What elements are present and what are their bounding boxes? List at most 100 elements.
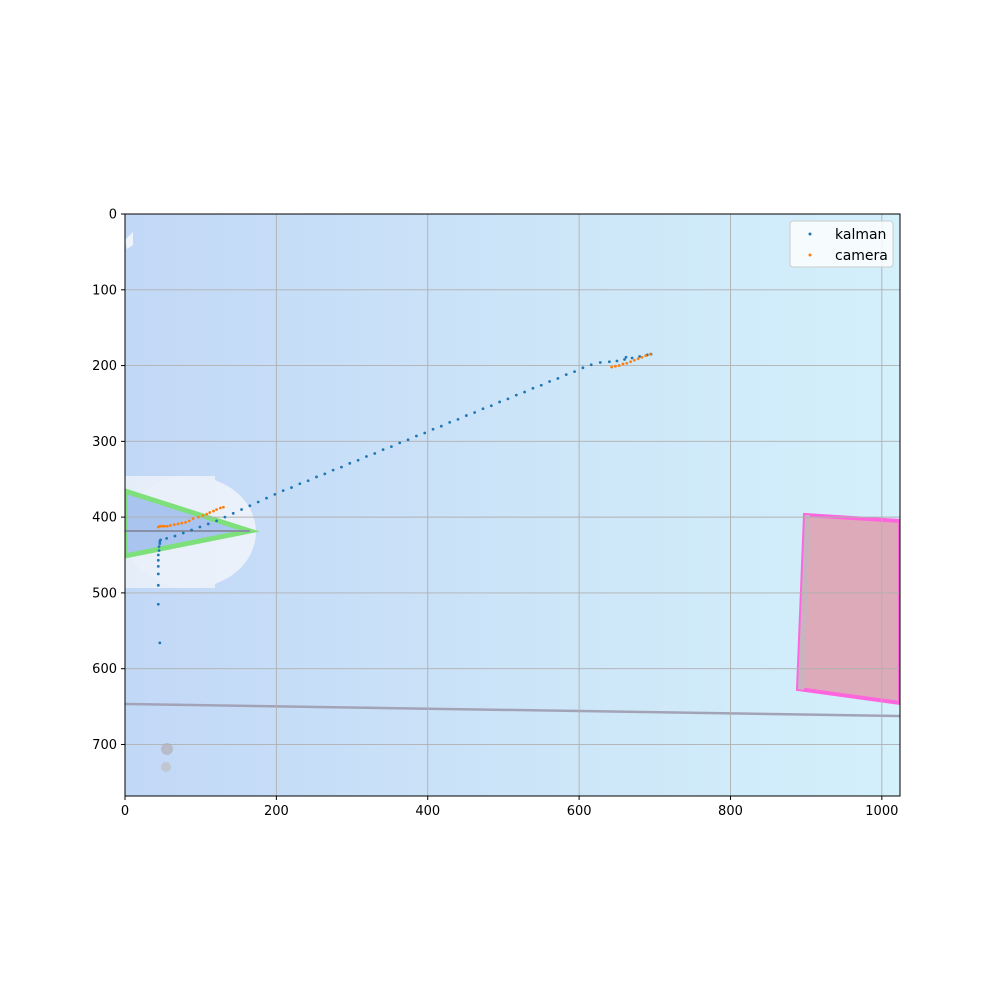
kalman-point [223,515,227,519]
kalman-point [256,500,260,504]
camera-point [169,524,172,527]
kalman-point [156,572,160,576]
kalman-point [281,489,285,493]
kalman-point [181,531,185,535]
camera-point [197,515,200,519]
kalman-point [215,519,218,523]
camera-point [165,524,169,528]
kalman-point [439,424,443,428]
kalman-point [573,370,576,374]
kalman-point [156,564,160,568]
kalman-point [589,363,593,367]
y-axis: 0 100 200 300 400 500 600 700 [92,208,125,753]
kalman-point [198,525,202,529]
kalman-point [624,355,628,359]
kalman-point [456,417,460,421]
kalman-point [340,465,343,469]
legend-label-kalman: kalman [835,227,886,243]
camera-point [644,354,648,358]
kalman-point [331,468,335,472]
kalman-point [581,366,585,370]
camera-point [184,521,187,524]
kalman-point [315,475,318,479]
kalman-point [365,455,368,458]
axes-frame [124,213,901,797]
camera-point [218,506,222,510]
camera-point [180,521,184,525]
legend-label-camera: camera [835,248,888,264]
kalman-point [514,393,518,397]
kalman-point [390,445,393,449]
plot-background-image [125,214,900,796]
kalman-point [431,427,435,431]
camera-point [636,357,640,361]
x-tick-label: 400 [415,804,440,819]
kalman-point [240,508,243,511]
kalman-point [158,641,162,645]
kalman-point [158,542,162,546]
camera-point [221,505,225,509]
kalman-point [607,360,611,364]
x-tick-label: 600 [567,804,592,819]
kalman-point [157,549,161,552]
object-marble-2 [161,762,171,772]
kalman-point [231,511,235,515]
camera-point [625,361,629,365]
kalman-point [473,411,477,414]
kalman-point [556,377,560,380]
camera-point [208,511,212,514]
object-corner [125,232,133,249]
camera-point [191,517,195,521]
kalman-point [464,414,468,417]
camera-point [629,360,632,364]
kalman-point [206,522,210,526]
camera-point [640,355,644,359]
kalman-point [157,545,161,549]
kalman-point [506,397,510,401]
camera-point [201,514,205,518]
kalman-point [531,386,535,390]
kalman-point [638,355,642,358]
x-axis: 0 200 400 600 800 1000 [121,796,898,819]
y-tick-label: 100 [92,283,117,298]
x-tick-label: 800 [718,804,743,819]
kalman-point [156,553,160,557]
camera-point [205,512,209,516]
kalman-series [156,352,653,645]
y-tick-label: 500 [92,586,117,601]
camera-series [156,352,652,529]
kalman-point [306,479,310,483]
kalman-point [398,441,402,445]
y-tick-label: 300 [92,435,117,450]
camera-point [610,365,614,369]
camera-point [648,352,652,356]
kalman-point [156,583,160,587]
legend-marker-kalman [808,232,812,236]
camera-point [172,523,176,527]
kalman-point [623,358,626,361]
kalman-point [381,448,385,452]
kalman-point [414,434,418,438]
camera-point [215,508,218,511]
kalman-point [630,356,634,360]
kalman-point [423,431,427,435]
camera-point [162,524,166,528]
y-tick-label: 0 [109,208,117,223]
x-tick-label: 200 [264,804,289,819]
kalman-point [323,472,327,476]
y-tick-label: 200 [92,359,117,374]
kalman-point [539,383,543,387]
camera-point [187,519,191,523]
kalman-point [156,602,160,606]
kalman-point [564,373,568,377]
camera-point [158,524,162,528]
camera-point [212,509,215,513]
camera-point [160,524,164,528]
y-tick-label: 400 [92,511,117,526]
kalman-point [348,461,352,465]
object-marble-1 [161,743,173,755]
kalman-point [548,380,551,383]
background-image-content [125,232,900,772]
kalman-point [598,361,602,364]
